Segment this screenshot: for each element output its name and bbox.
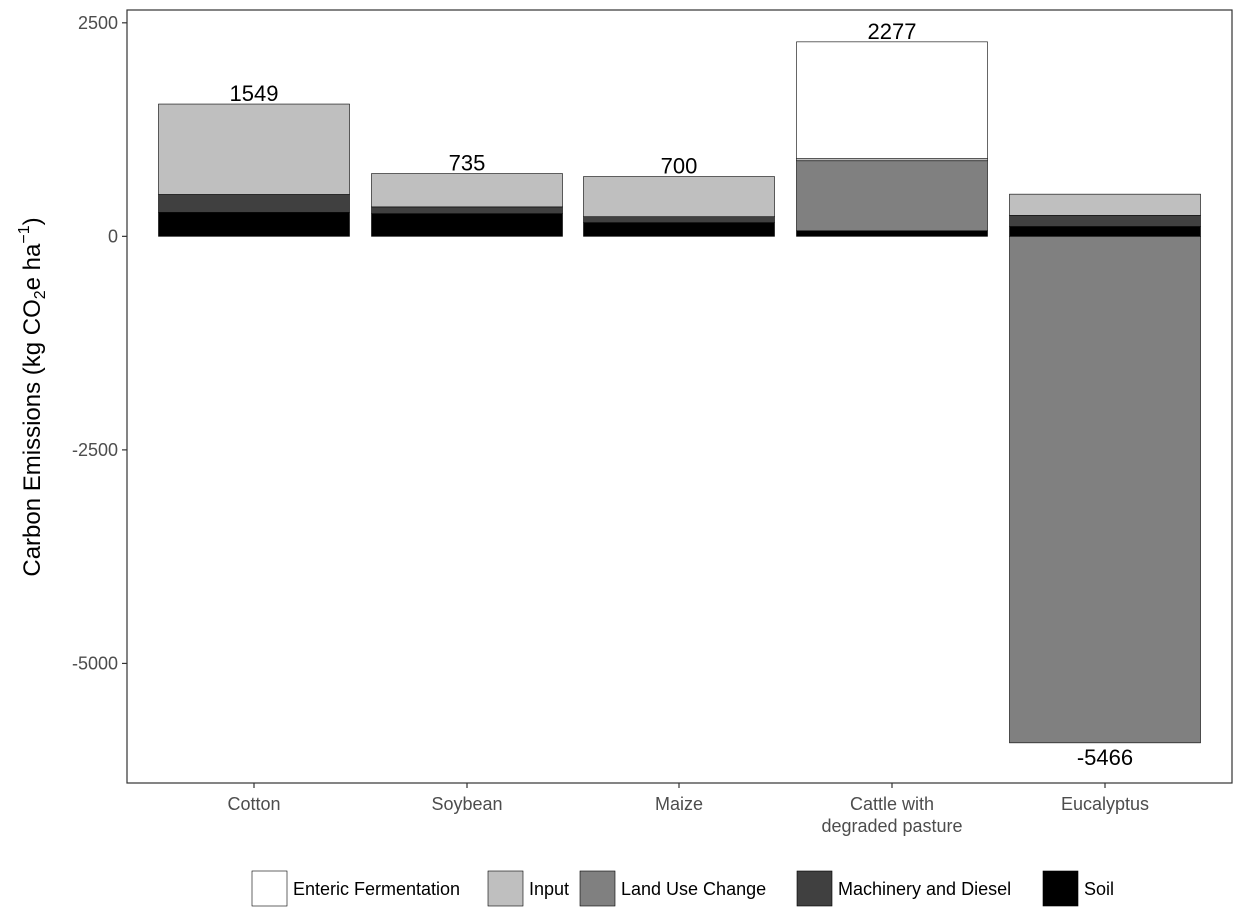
legend-key-land-use-change bbox=[579, 870, 616, 907]
bar-segment-soil bbox=[583, 222, 775, 237]
legend: Enteric Fermentation Input Land Use Change… bbox=[251, 870, 1114, 907]
legend-label: Soil bbox=[1084, 879, 1114, 899]
bars-layer bbox=[158, 41, 1201, 744]
bar-segment-machinery-and-diesel bbox=[1009, 215, 1201, 227]
x-axis: Cotton Soybean Maize Cattle with degraded pa… bbox=[227, 783, 1149, 836]
legend-key-soil bbox=[1042, 870, 1079, 907]
bar-segment-enteric-fermentation bbox=[796, 41, 988, 159]
bar-segment-machinery-and-diesel bbox=[158, 194, 350, 213]
y-tick-label: 0 bbox=[108, 226, 118, 246]
bar-segment-input bbox=[371, 173, 563, 208]
bar-total-label: -5466 bbox=[1077, 745, 1133, 770]
y-axis-title: Carbon Emissions (kg CO2e ha−1) bbox=[16, 217, 49, 576]
y-axis: 2500 0 -2500 -5000 bbox=[72, 13, 127, 673]
bar-total-label: 700 bbox=[661, 154, 698, 179]
x-tick-label: Maize bbox=[655, 794, 703, 814]
bar-segment-soil bbox=[158, 212, 350, 237]
bar-segment-soil bbox=[1009, 226, 1201, 237]
y-tick-label: -5000 bbox=[72, 653, 118, 673]
bar-segment-input bbox=[583, 176, 775, 218]
bar-segment-input bbox=[158, 103, 350, 195]
legend-label: Machinery and Diesel bbox=[838, 879, 1011, 899]
bar-segment-machinery-and-diesel bbox=[583, 216, 775, 223]
bar-total-label: 1549 bbox=[230, 81, 279, 106]
legend-key-input bbox=[487, 870, 524, 907]
legend-label: Input bbox=[529, 879, 569, 899]
bar-segment-land-use-change bbox=[796, 160, 988, 232]
x-tick-label: Cotton bbox=[227, 794, 280, 814]
bar-segment-input bbox=[1009, 193, 1201, 216]
y-tick-label: 2500 bbox=[78, 13, 118, 33]
bar-total-label: 735 bbox=[449, 151, 486, 176]
legend-label: Land Use Change bbox=[621, 879, 766, 899]
bar-segment-land-use-change bbox=[1009, 236, 1201, 744]
bar-segment-soil bbox=[371, 213, 563, 237]
legend-key-machinery-and-diesel bbox=[796, 870, 833, 907]
x-tick-label: Eucalyptus bbox=[1061, 794, 1149, 814]
bar-segment-soil bbox=[796, 230, 988, 237]
legend-key-enteric-fermentation bbox=[251, 870, 288, 907]
y-tick-label: -2500 bbox=[72, 440, 118, 460]
total-labels-layer: 1549 735 700 2277 -5466 bbox=[230, 19, 1134, 770]
bar-segment-machinery-and-diesel bbox=[371, 206, 563, 215]
x-tick-label: Soybean bbox=[431, 794, 502, 814]
bar-total-label: 2277 bbox=[868, 19, 917, 44]
x-tick-label: Cattle with degraded pasture bbox=[821, 794, 962, 836]
legend-label: Enteric Fermentation bbox=[293, 879, 460, 899]
bar-segment-input bbox=[796, 158, 988, 162]
